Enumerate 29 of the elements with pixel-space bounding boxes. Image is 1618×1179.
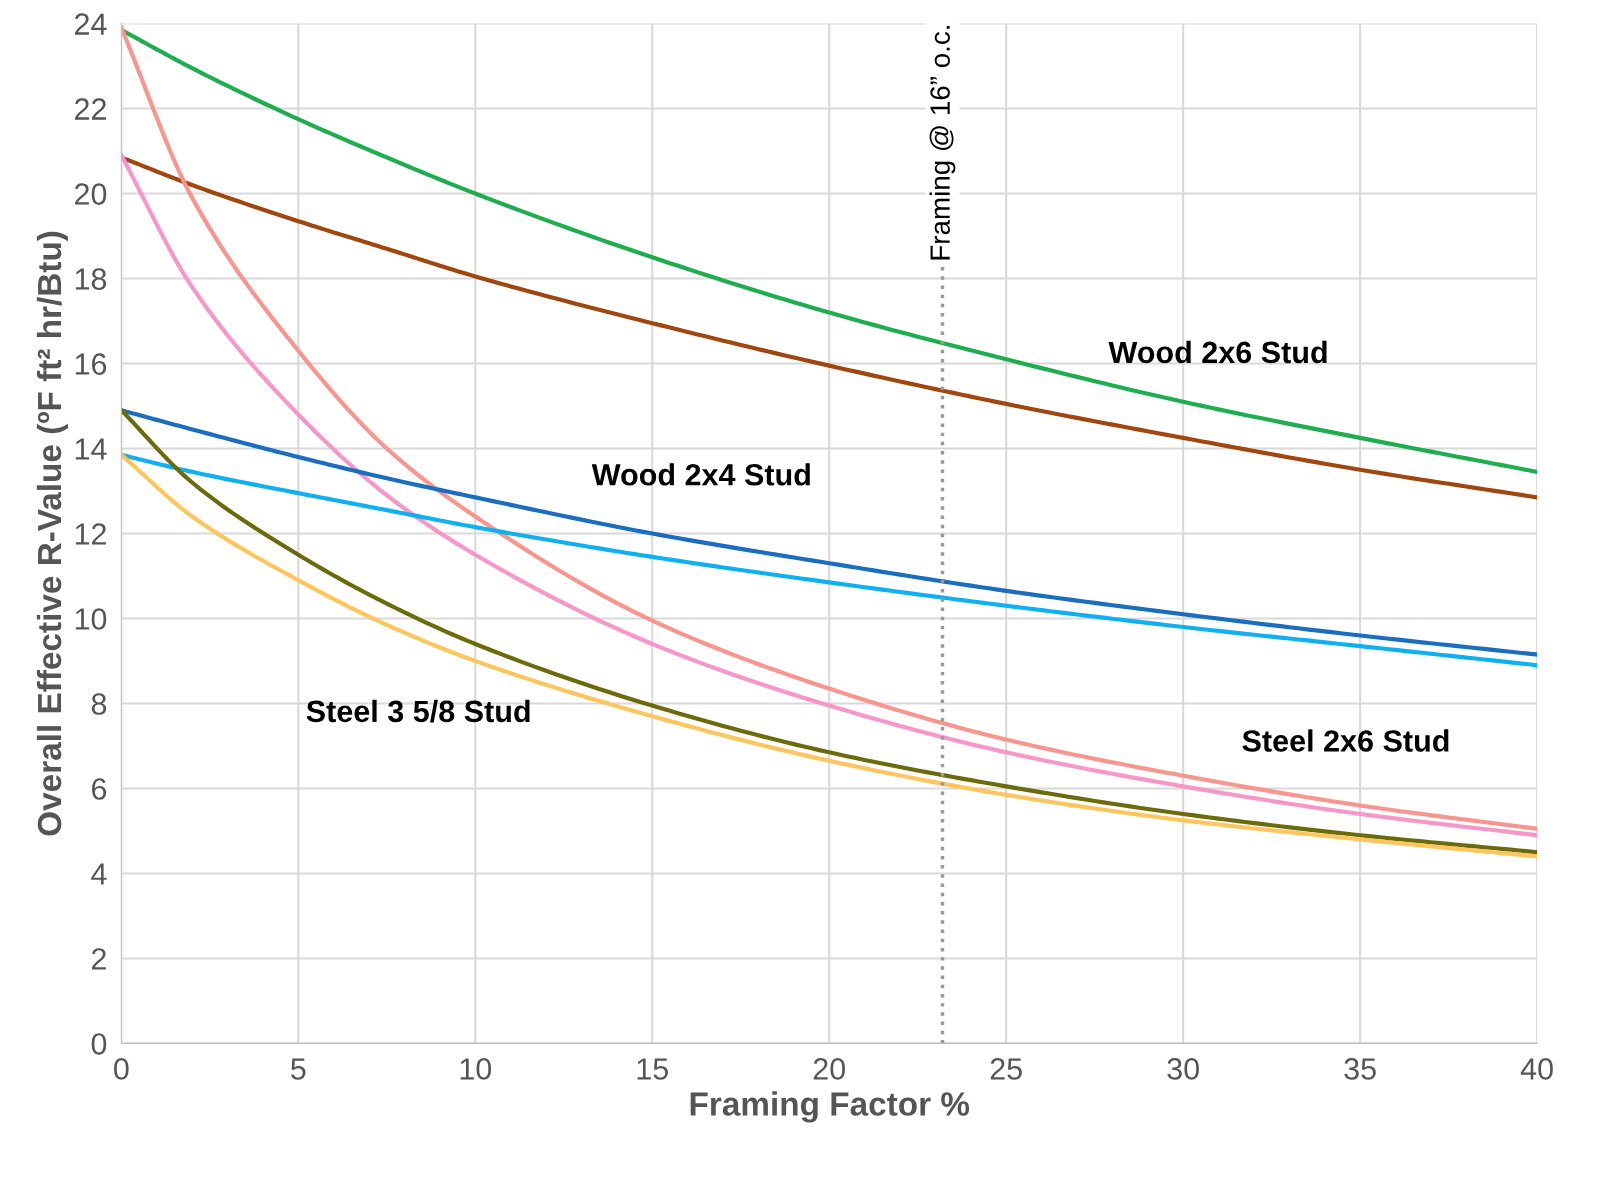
x-tick-label: 5 xyxy=(291,1058,306,1080)
annotation: Steel 2x6 Stud xyxy=(1242,729,1449,752)
ref-line-label: Framing @ 16” o.c. xyxy=(929,26,956,260)
x-tick-label: 15 xyxy=(637,1058,668,1080)
x-tick-label: 30 xyxy=(1167,1058,1199,1080)
x-tick-label: 25 xyxy=(990,1058,1022,1080)
y-tick-label: 24 xyxy=(75,13,107,35)
annotation: Wood 2x6 Stud xyxy=(1108,340,1327,364)
x-tick-label: 10 xyxy=(460,1058,492,1080)
x-tick-label: 0 xyxy=(114,1058,129,1080)
y-tick-label: 4 xyxy=(91,863,107,885)
annotation: Steel 3 5/8 Stud xyxy=(306,699,530,723)
y-tick-label: 10 xyxy=(75,608,107,630)
x-tick-label: 20 xyxy=(813,1058,846,1080)
y-axis-title: Overall Effective R-Value (ºF ft² hr/Btu) xyxy=(36,231,68,836)
y-tick-label: 14 xyxy=(75,438,107,460)
y-tick-label: 8 xyxy=(91,693,107,715)
y-tick-label: 0 xyxy=(91,1033,107,1055)
x-tick-label: 35 xyxy=(1344,1058,1376,1080)
y-tick-label: 12 xyxy=(75,523,106,545)
y-tick-label: 2 xyxy=(92,948,106,970)
y-tick-label: 6 xyxy=(92,778,107,800)
y-tick-label: 22 xyxy=(75,98,106,120)
y-tick-label: 20 xyxy=(75,183,107,205)
y-tick-label: 16 xyxy=(75,353,107,375)
x-tick-label: 40 xyxy=(1520,1058,1553,1080)
x-axis-title: Framing Factor % xyxy=(690,1091,970,1123)
y-tick-label: 18 xyxy=(75,268,107,290)
annotation: Wood 2x4 Stud xyxy=(591,463,810,486)
